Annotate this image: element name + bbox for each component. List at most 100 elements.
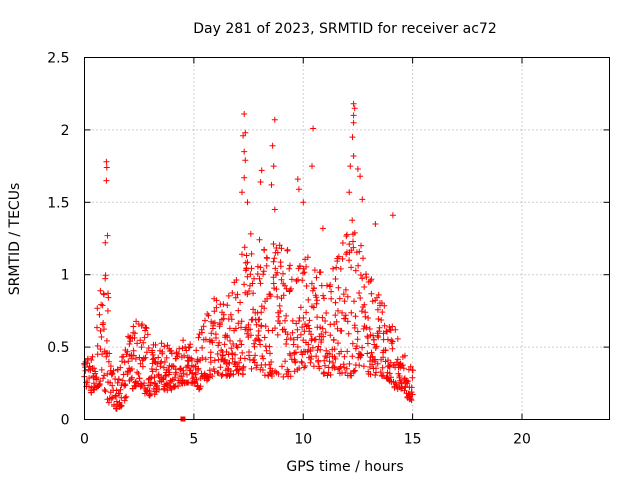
data-point: [248, 250, 255, 257]
data-point: [122, 394, 129, 401]
data-point: [258, 167, 265, 174]
data-point: [376, 324, 383, 331]
data-point: [381, 322, 388, 329]
data-point: [318, 337, 325, 343]
data-point: [307, 348, 314, 355]
data-point: [340, 291, 347, 298]
data-point: [341, 364, 348, 371]
data-point: [243, 252, 250, 259]
data-point: [158, 340, 165, 347]
data-point: [400, 365, 407, 372]
data-point: [93, 374, 100, 381]
data-point: [256, 236, 263, 243]
data-point: [143, 349, 150, 356]
data-point: [241, 148, 248, 155]
data-point: [335, 253, 342, 260]
data-point: [128, 366, 135, 372]
data-point: [274, 249, 281, 256]
data-point: [240, 363, 247, 370]
data-point: [323, 310, 330, 316]
data-point: [252, 352, 259, 359]
data-point: [283, 312, 290, 319]
data-point: [315, 363, 322, 370]
data-point: [248, 265, 255, 272]
data-point: [261, 246, 268, 253]
data-point: [142, 354, 149, 361]
data-point: [321, 370, 328, 377]
y-tick-label: 2.5: [47, 51, 69, 67]
data-point: [240, 371, 246, 377]
data-point: [364, 334, 371, 341]
data-point: [105, 358, 112, 365]
data-point: [241, 174, 248, 181]
data-point: [318, 282, 325, 289]
data-point: [346, 241, 353, 248]
data-point: [327, 281, 334, 288]
data-point: [308, 280, 315, 287]
data-point: [213, 297, 220, 304]
data-point: [105, 290, 111, 297]
data-point: [375, 334, 382, 341]
data-point: [271, 255, 278, 262]
data-point: [320, 333, 327, 340]
data-point: [392, 326, 399, 333]
data-point: [344, 293, 351, 300]
x-tick-label: 20: [513, 432, 531, 448]
data-point: [229, 351, 236, 358]
data-point: [386, 364, 393, 370]
data-point: [136, 375, 143, 382]
data-point: [261, 334, 268, 341]
data-point: [241, 281, 248, 288]
data-point: [228, 345, 235, 352]
y-axis-title: SRMTID / TECUs: [7, 183, 23, 296]
data-point: [264, 255, 271, 262]
data-point: [280, 270, 286, 277]
data-point: [407, 363, 414, 370]
data-point: [136, 354, 143, 361]
y-tick-labels: 0 0.5 1 1.5 2 2.5: [47, 51, 69, 429]
data-point: [153, 366, 160, 373]
data-point: [150, 355, 157, 362]
data-point: [362, 313, 369, 320]
data-point: [143, 388, 150, 395]
data-point: [396, 374, 403, 381]
data-point: [239, 189, 245, 196]
data-point: [297, 304, 304, 311]
data-point: [382, 347, 389, 354]
data-point: [394, 335, 401, 342]
data-point: [247, 230, 254, 237]
data-point: [262, 323, 269, 330]
data-point: [232, 325, 239, 332]
data-point: [224, 332, 231, 339]
data-point: [292, 349, 299, 356]
data-point: [258, 309, 265, 316]
data-point: [199, 344, 206, 351]
data-point: [358, 242, 364, 249]
data-point: [409, 367, 416, 373]
data-point: [249, 280, 256, 287]
data-point: [405, 378, 411, 385]
data-point: [270, 258, 277, 265]
data-point: [309, 163, 315, 170]
data-point: [319, 314, 326, 321]
data-point: [254, 309, 261, 316]
data-point: [312, 336, 319, 343]
data-point: [154, 360, 161, 367]
data-point: [233, 277, 240, 283]
data-point: [221, 341, 228, 348]
data-point: [324, 282, 330, 289]
data-point: [82, 367, 89, 374]
data-point: [288, 276, 295, 283]
data-point: [330, 337, 337, 344]
data-point: [220, 311, 227, 318]
data-point: [126, 341, 133, 347]
data-point: [276, 242, 283, 249]
data-point: [103, 158, 110, 165]
data-point: [161, 359, 168, 365]
data-point: [384, 336, 391, 343]
data-point: [332, 355, 339, 362]
data-point: [292, 358, 299, 365]
data-point: [351, 105, 358, 112]
data-point: [335, 340, 341, 347]
